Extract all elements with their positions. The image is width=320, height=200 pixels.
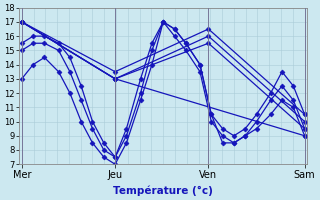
X-axis label: Température (°c): Température (°c) [113, 185, 213, 196]
